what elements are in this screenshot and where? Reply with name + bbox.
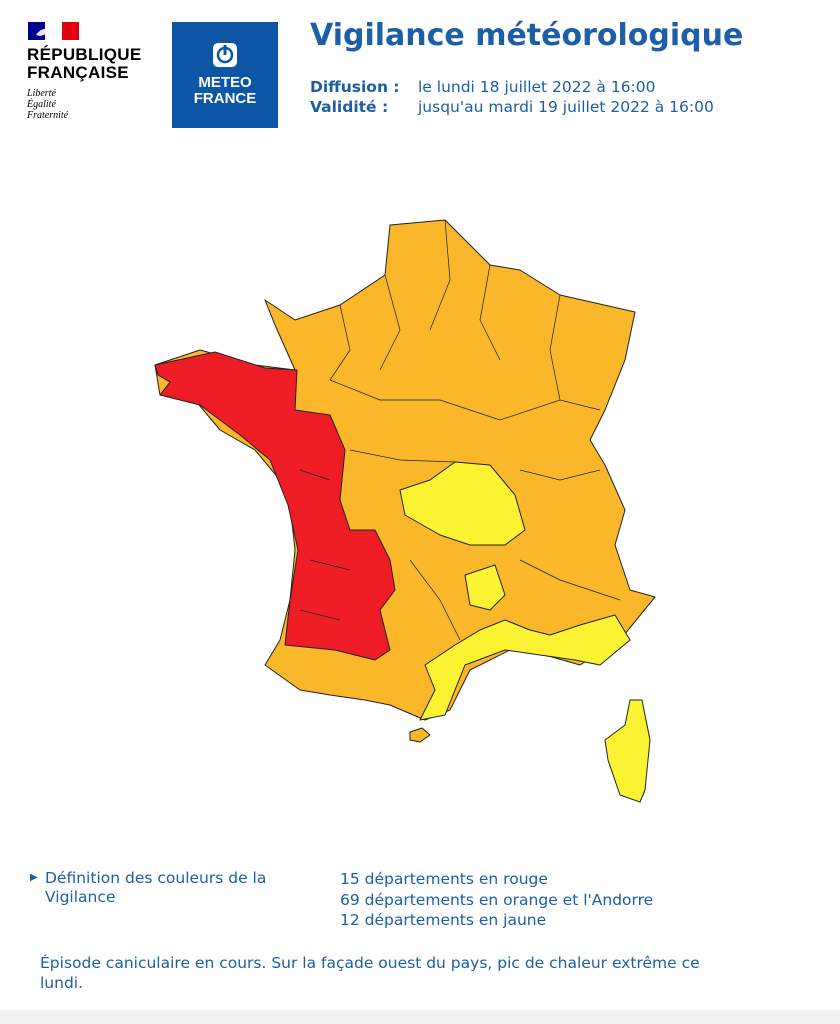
yellow-zone: [419, 614, 631, 721]
republic-line: FRANÇAISE: [27, 63, 129, 82]
andorra: [409, 727, 431, 743]
diffusion-value: le lundi 18 juillet 2022 à 16:00: [418, 78, 656, 96]
motto: Fraternité: [27, 110, 69, 121]
motto: Égalité: [27, 99, 56, 110]
motto: Liberté: [27, 88, 56, 99]
count-line: 12 départements en jaune: [340, 911, 547, 929]
meteo-france-logo: METEO FRANCE: [172, 22, 278, 128]
logo-text: FRANCE: [193, 90, 257, 107]
vigilance-map: [154, 219, 656, 803]
counts: 15 départements en rouge 69 départements…: [340, 869, 653, 931]
title: Vigilance météorologique: [310, 18, 744, 53]
validity-label: Validité :: [310, 98, 389, 116]
count-line: 69 départements en orange et l'Andorre: [340, 890, 654, 909]
validity-value: jusqu'au mardi 19 juillet 2022 à 16:00: [418, 98, 714, 116]
link-marker: ▶: [30, 872, 38, 883]
red-zone: [154, 351, 396, 661]
republic-line: RÉPUBLIQUE: [27, 45, 142, 64]
description: Épisode caniculaire en cours. Sur la faç…: [40, 954, 700, 992]
diffusion-label: Diffusion :: [310, 78, 400, 96]
definition-link[interactable]: Définition des couleurs de la Vigilance: [45, 869, 267, 906]
department-borders: [299, 219, 621, 641]
flag-logo: [28, 22, 79, 40]
validity: Validité : jusqu'au mardi 19 juillet 2022…: [310, 98, 714, 116]
yellow-zone: [399, 461, 526, 546]
yellow-zone: [464, 564, 506, 611]
republic-text: RÉPUBLIQUE FRANÇAISE Liberté Égalité Fra…: [27, 45, 142, 122]
corsica: [604, 699, 651, 803]
footer-strip: [0, 1010, 840, 1024]
logo-icon: [213, 43, 237, 67]
diffusion: Diffusion : le lundi 18 juillet 2022 à 16…: [310, 78, 656, 96]
logo-text: METEO: [198, 74, 252, 91]
count-line: 15 départements en rouge: [340, 870, 548, 888]
